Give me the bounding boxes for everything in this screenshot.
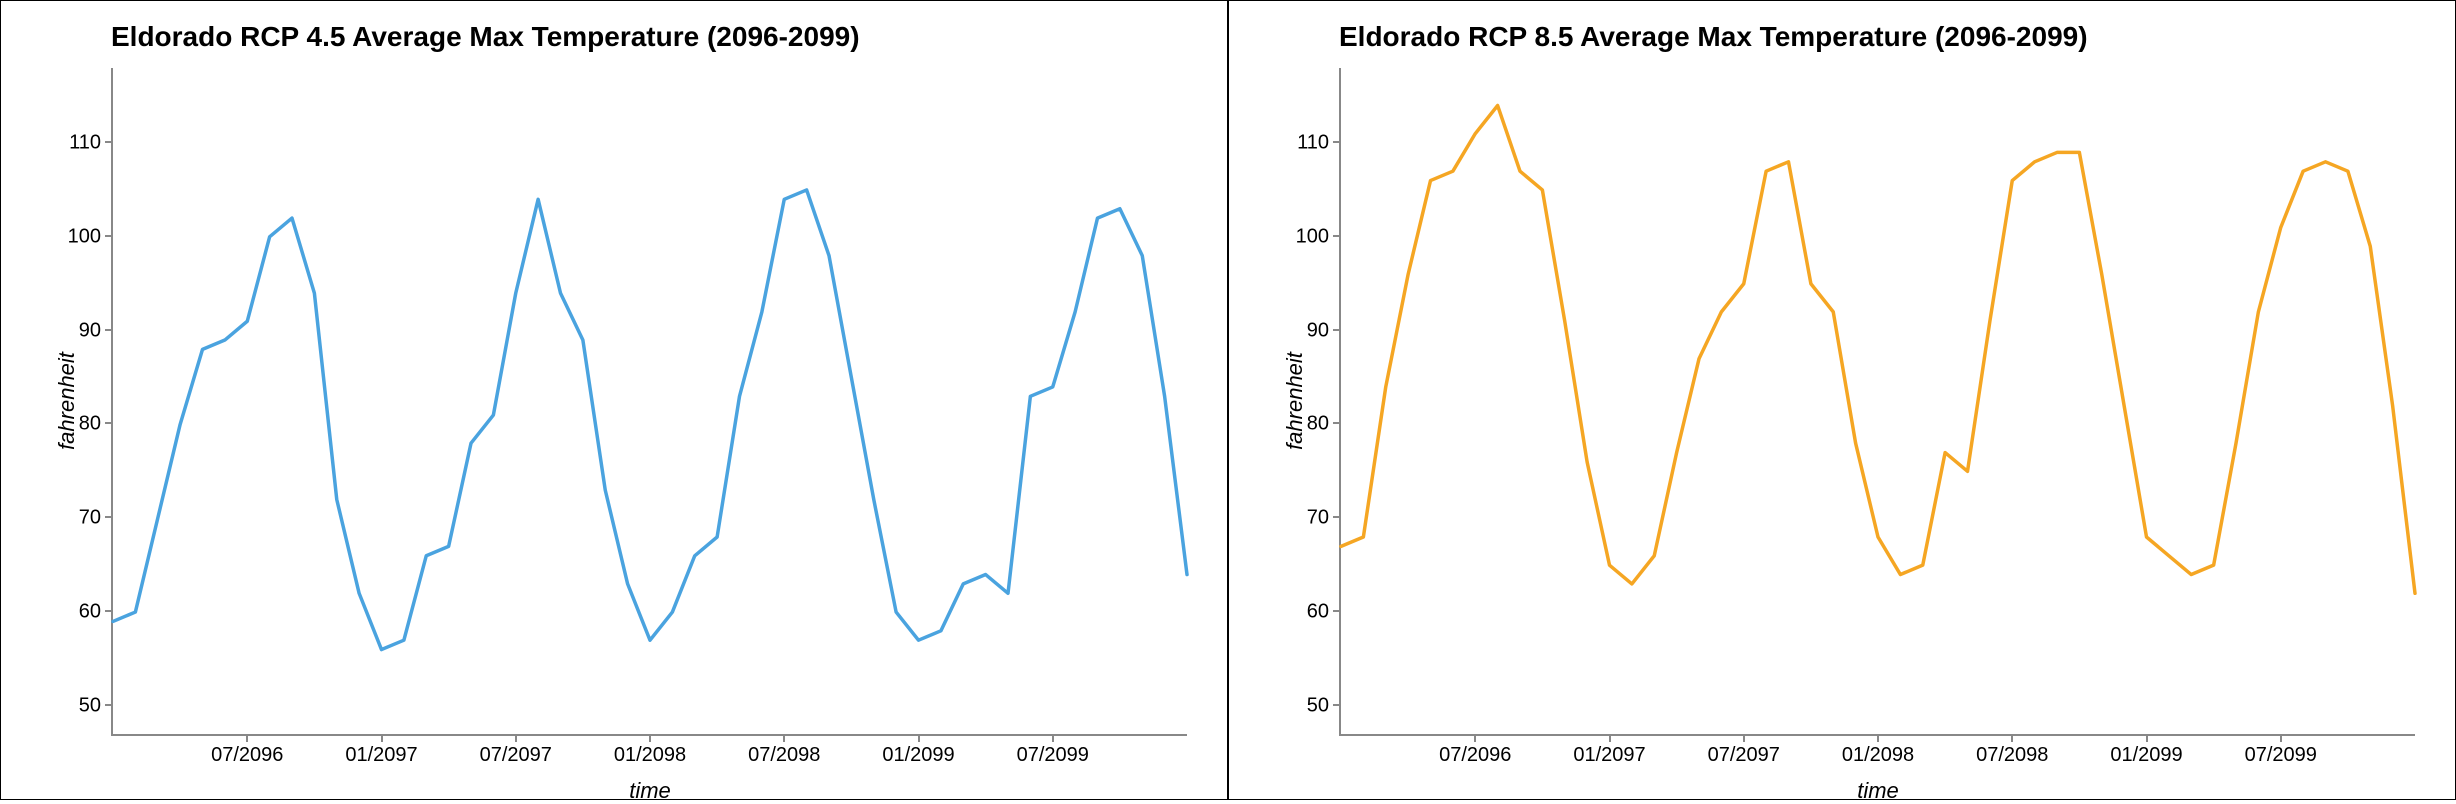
y-tick-mark [105, 704, 113, 706]
y-tick-label: 50 [1283, 694, 1329, 717]
y-tick-label: 110 [55, 132, 101, 155]
x-tick-label: 07/2098 [1976, 744, 2048, 767]
y-tick-label: 50 [55, 694, 101, 717]
y-tick-mark [105, 516, 113, 518]
x-axis-label: time [629, 778, 671, 804]
x-tick-label: 07/2096 [1439, 744, 1511, 767]
x-tick-label: 01/2099 [882, 744, 954, 767]
y-tick-mark [1333, 329, 1341, 331]
plot-area-rcp85: fahrenheit time 5060708090100110 07/2096… [1339, 68, 2415, 736]
x-tick-label: 07/2096 [211, 744, 283, 767]
x-tick-mark [381, 734, 383, 742]
x-tick-mark [1609, 734, 1611, 742]
x-tick-mark [1474, 734, 1476, 742]
y-tick-mark [1333, 141, 1341, 143]
x-tick-mark [1877, 734, 1879, 742]
y-tick-label: 80 [1283, 413, 1329, 436]
x-axis-label: time [1857, 778, 1899, 804]
x-tick-mark [649, 734, 651, 742]
line-chart-rcp45 [113, 68, 1187, 734]
line-chart-rcp85 [1341, 68, 2415, 734]
y-tick-mark [1333, 422, 1341, 424]
panel-rcp85: Eldorado RCP 8.5 Average Max Temperature… [1228, 0, 2456, 800]
y-tick-mark [105, 329, 113, 331]
x-tick-mark [783, 734, 785, 742]
y-tick-mark [1333, 516, 1341, 518]
y-tick-label: 100 [55, 225, 101, 248]
charts-container: Eldorado RCP 4.5 Average Max Temperature… [0, 0, 2456, 800]
y-tick-label: 90 [1283, 319, 1329, 342]
x-axis-rcp85: 07/2096 01/2097 07/2097 01/2098 07/2098 01/20… [1341, 734, 2415, 770]
y-tick-mark [105, 610, 113, 612]
y-tick-label: 90 [55, 319, 101, 342]
y-tick-mark [1333, 235, 1341, 237]
y-axis-rcp45: 50 60 70 80 90 100 110 [55, 68, 113, 734]
plot-area-rcp45: fahrenheit time 5060708090100110 07/2096… [111, 68, 1187, 736]
x-axis-rcp45: 07/2096 01/2097 07/2097 01/2098 07/2098 01/20… [113, 734, 1187, 770]
y-tick-label: 60 [55, 601, 101, 624]
x-tick-label: 07/2097 [1708, 744, 1780, 767]
x-tick-label: 01/2097 [345, 744, 417, 767]
y-tick-mark [1333, 610, 1341, 612]
x-tick-mark [2280, 734, 2282, 742]
y-tick-label: 80 [55, 413, 101, 436]
x-tick-mark [918, 734, 920, 742]
x-tick-mark [515, 734, 517, 742]
y-axis-rcp85: 50 60 70 80 90 100 110 [1283, 68, 1341, 734]
x-tick-label: 07/2097 [480, 744, 552, 767]
x-tick-label: 01/2099 [2110, 744, 2182, 767]
y-tick-mark [105, 141, 113, 143]
x-tick-label: 01/2098 [1842, 744, 1914, 767]
y-tick-mark [105, 422, 113, 424]
x-tick-label: 07/2099 [1017, 744, 1089, 767]
x-tick-label: 01/2097 [1573, 744, 1645, 767]
x-tick-label: 01/2098 [614, 744, 686, 767]
y-tick-label: 70 [1283, 507, 1329, 530]
chart-title-rcp45: Eldorado RCP 4.5 Average Max Temperature… [111, 21, 1187, 53]
x-tick-mark [246, 734, 248, 742]
y-tick-label: 100 [1283, 225, 1329, 248]
y-tick-label: 60 [1283, 601, 1329, 624]
y-tick-label: 70 [55, 507, 101, 530]
chart-title-rcp85: Eldorado RCP 8.5 Average Max Temperature… [1339, 21, 2415, 53]
x-tick-label: 07/2099 [2245, 744, 2317, 767]
x-tick-label: 07/2098 [748, 744, 820, 767]
y-tick-mark [1333, 704, 1341, 706]
x-tick-mark [2146, 734, 2148, 742]
x-tick-mark [2011, 734, 2013, 742]
x-tick-mark [1052, 734, 1054, 742]
series-line-rcp85 [1341, 106, 2415, 594]
x-tick-mark [1743, 734, 1745, 742]
y-tick-mark [105, 235, 113, 237]
y-tick-label: 110 [1283, 132, 1329, 155]
panel-rcp45: Eldorado RCP 4.5 Average Max Temperature… [0, 0, 1228, 800]
series-line-rcp45 [113, 190, 1187, 650]
